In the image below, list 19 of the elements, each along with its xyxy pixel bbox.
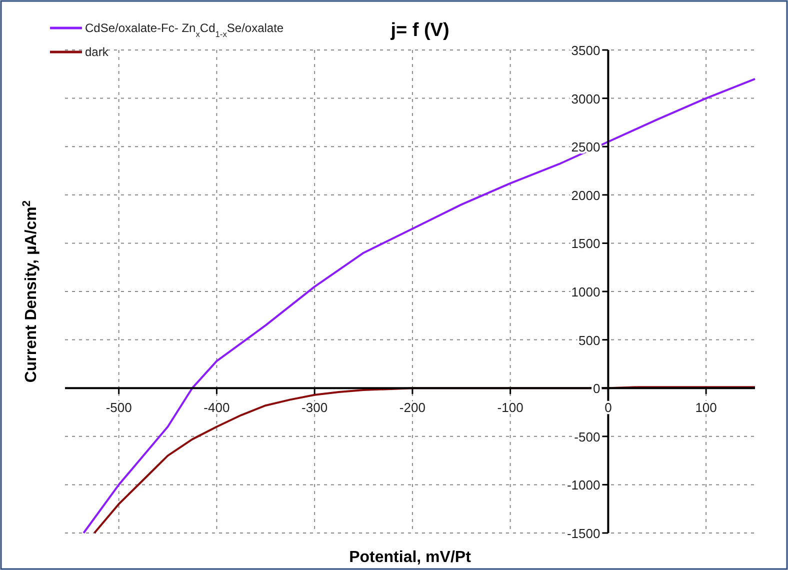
y-tick-label: 1500 <box>571 236 600 252</box>
x-tick-label: -500 <box>106 400 132 416</box>
chart-title: j= f (V) <box>390 20 450 41</box>
y-tick-label: -1000 <box>566 478 600 493</box>
y-tick-label: -500 <box>574 429 600 444</box>
y-tick-label: -1500 <box>566 526 600 541</box>
legend-label: CdSe/oxalate-Fc- Zn$_{x}$Cd$_{1-x}$Se/oxalate <box>85 21 284 39</box>
legend-label: dark <box>85 45 110 59</box>
x-axis-title: Potential, mV/Pt <box>349 549 472 566</box>
y-tick-label: 500 <box>578 332 600 348</box>
y-tick-label: 1000 <box>571 284 600 300</box>
y-tick-label: 2000 <box>571 188 600 203</box>
y-tick-label: 3000 <box>571 91 600 106</box>
x-tick-label: -300 <box>302 400 328 416</box>
x-tick-label: -400 <box>204 400 230 416</box>
y-tick-label: 3500 <box>571 43 600 58</box>
x-tick-label: -100 <box>497 400 524 416</box>
x-tick-label: 100 <box>695 400 717 416</box>
x-tick-label: -200 <box>399 400 426 416</box>
